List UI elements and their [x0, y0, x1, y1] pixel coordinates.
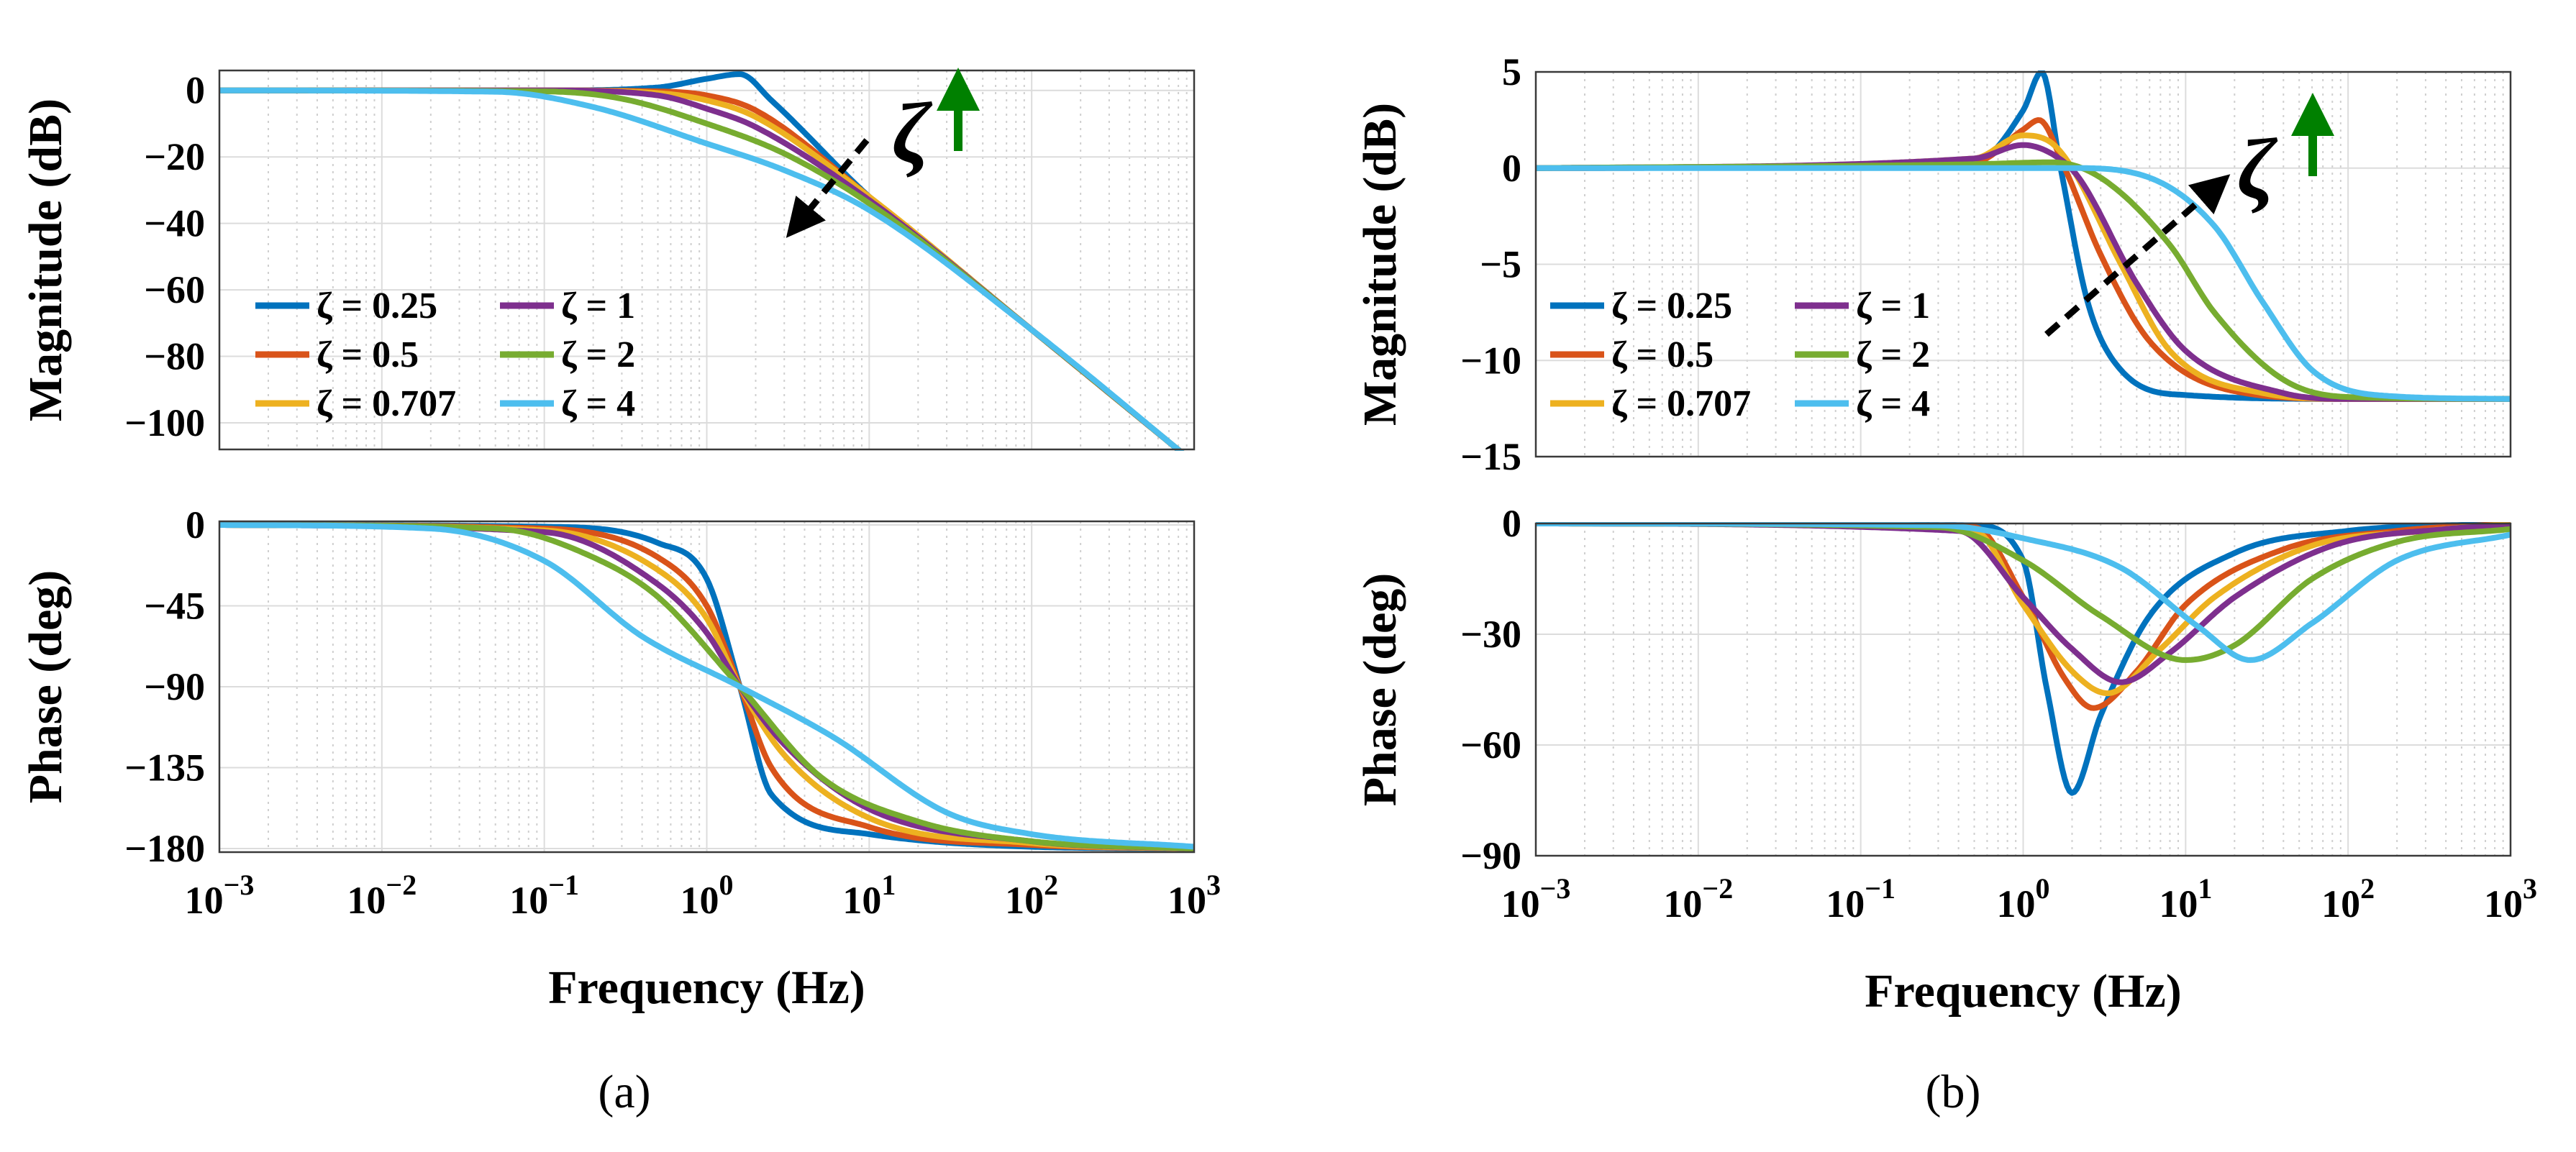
legend-label: ζ = 0.707 — [1611, 383, 1751, 424]
y-tick-label: −5 — [1480, 243, 1521, 286]
dashed-arrow-b — [2044, 174, 2231, 337]
legend-label: ζ = 1 — [1856, 285, 1930, 326]
y-axis-label: Phase (deg) — [1354, 573, 1406, 806]
y-tick-label: −60 — [1460, 723, 1521, 767]
y-tick-label: −100 — [124, 401, 205, 444]
axes-box — [1534, 70, 2512, 458]
legend-label: ζ = 4 — [561, 383, 635, 424]
x-tick-label: 101 — [842, 869, 896, 922]
dashed-arrow-a — [786, 138, 870, 238]
zeta-annotation-b: ζ — [2237, 121, 2278, 216]
y-tick-label: −135 — [124, 746, 205, 790]
series-line-4 — [219, 522, 1194, 850]
x-axis-label: Frequency (Hz) — [548, 961, 865, 1014]
series-group — [1536, 70, 2511, 402]
x-tick-label: 10−3 — [1501, 872, 1571, 925]
y-tick-label: −15 — [1460, 435, 1521, 478]
legend-label: ζ = 0.5 — [317, 334, 419, 375]
y-axis-label: Magnitude (dB) — [19, 99, 72, 421]
x-tick-label: 10−2 — [347, 869, 417, 922]
series-group — [219, 71, 1185, 451]
x-tick-label: 100 — [1997, 872, 2050, 925]
y-tick-label: −20 — [144, 135, 205, 178]
x-tick-label: 101 — [2159, 872, 2212, 925]
y-tick-label: −30 — [1460, 613, 1521, 656]
chart-b-mag: 5 0 −5 −10 −15 Magnitude (dB) — [1354, 50, 2512, 478]
y-tick-label: 0 — [1502, 502, 1521, 545]
legend-label: ζ = 2 — [561, 334, 635, 375]
y-tick-label: −90 — [144, 665, 205, 708]
y-tick-label: 0 — [186, 503, 205, 547]
legend-label: ζ = 0.25 — [1611, 285, 1732, 326]
x-tick-label: 10−1 — [509, 869, 579, 922]
panel-label-b: (b) — [1926, 1066, 1981, 1118]
axes-box — [218, 520, 1196, 854]
y-axis-label: Magnitude (dB) — [1354, 103, 1406, 426]
y-tick-label: −80 — [144, 335, 205, 378]
legend-a: ζ = 0.25 ζ = 0.5 ζ = 0.707 ζ = 1 ζ = 2 ζ = 4 — [255, 285, 635, 424]
y-tick-label: 0 — [1502, 147, 1521, 190]
legend-label: ζ = 0.5 — [1611, 334, 1713, 375]
x-tick-label: 10−1 — [1826, 872, 1895, 925]
axes-box — [218, 69, 1196, 451]
y-tick-label: −60 — [144, 268, 205, 311]
legend-label: ζ = 2 — [1856, 334, 1930, 375]
y-tick-label: −90 — [1460, 834, 1521, 877]
y-tick-label: −180 — [124, 827, 205, 870]
x-tick-label: 102 — [2321, 872, 2375, 925]
legend-label: ζ = 0.707 — [317, 383, 456, 424]
y-axis-label: Phase (deg) — [19, 570, 72, 803]
y-tick-label: 0 — [186, 69, 205, 112]
axes-box — [1534, 522, 2512, 857]
x-tick-label: 103 — [1168, 869, 1221, 922]
series-line-4 — [219, 87, 1185, 451]
legend-label: ζ = 4 — [1856, 383, 1930, 424]
x-tick-label: 102 — [1005, 869, 1058, 922]
chart-a-mag: 0 −20 −40 −60 −80 −100 Magnitude (dB) — [19, 69, 1196, 451]
legend-label: ζ = 1 — [561, 285, 635, 326]
series-group — [219, 522, 1194, 851]
legend-b: ζ = 0.25 ζ = 0.5 ζ = 0.707 ζ = 1 ζ = 2 ζ = 4 — [1550, 285, 1930, 424]
y-tick-label: 5 — [1502, 50, 1521, 93]
x-tick-label: 10−3 — [185, 869, 255, 922]
y-tick-label: −10 — [1460, 339, 1521, 382]
panel-label-a: (a) — [598, 1066, 650, 1118]
legend-label: ζ = 0.25 — [317, 285, 437, 326]
y-tick-label: −45 — [144, 585, 205, 628]
zeta-annotation-a: ζ — [892, 85, 933, 180]
x-tick-label: 100 — [681, 869, 734, 922]
x-axis-label: Frequency (Hz) — [1865, 965, 2182, 1018]
y-tick-label: −40 — [144, 202, 205, 245]
x-tick-label: 10−2 — [1663, 872, 1733, 925]
series-line-4 — [1536, 165, 2511, 402]
x-tick-label: 103 — [2484, 872, 2537, 925]
